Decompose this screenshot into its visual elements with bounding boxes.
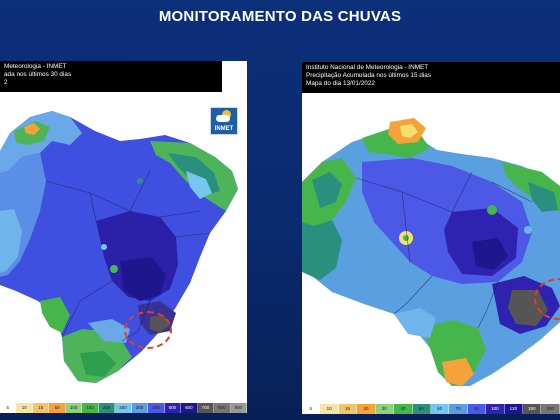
left-legend-tick: 500 xyxy=(164,403,182,413)
inmet-logo: INMET xyxy=(210,107,238,135)
left-legend-tick: 700 xyxy=(197,403,215,413)
left-legend-tick: 10 xyxy=(16,403,33,413)
right-legend-tick: 70 xyxy=(449,404,468,414)
right-brazil-map xyxy=(302,62,560,414)
left-brazil-map xyxy=(0,61,247,413)
right-map-header: Instituto Nacional de Meteorologia - INM… xyxy=(302,62,560,93)
right-legend-tick: 60 xyxy=(430,404,450,414)
inmet-logo-text: INMET xyxy=(214,126,234,132)
left-legend-tick: 100 xyxy=(65,403,83,413)
left-legend-tick: 15 xyxy=(32,403,50,413)
left-legend-tick: 200 xyxy=(98,403,116,413)
right-legend-bar: 5 10 15 20 30 40 50 60 70 80 100 120 150 200 xyxy=(302,404,560,414)
right-legend-tick: 40 xyxy=(394,404,413,414)
right-legend-tick: 15 xyxy=(338,404,358,414)
right-legend-tick: 10 xyxy=(320,404,339,414)
right-legend-tick: 5 xyxy=(302,404,321,414)
right-precipitation-map: Instituto Nacional de Meteorologia - INM… xyxy=(302,62,560,414)
cloud-icon xyxy=(216,115,230,122)
left-legend-tick: 400 xyxy=(148,403,165,413)
left-header-line-3: 2 xyxy=(4,79,8,86)
left-legend-tick: 300 xyxy=(131,403,149,413)
right-header-line-2: Precipitação Acumulada nos últimos 15 di… xyxy=(306,72,432,79)
left-header-line-1: Meteorologia - INMET xyxy=(4,63,67,70)
right-legend-tick: 50 xyxy=(412,404,431,414)
right-legend-tick: 100 xyxy=(486,404,505,414)
right-header-line-1: Instituto Nacional de Meteorologia - INM… xyxy=(306,64,429,71)
slide-title: MONITORAMENTO DAS CHUVAS xyxy=(158,8,402,25)
right-legend-tick: 150 xyxy=(523,404,542,414)
left-map-header: Meteorologia - INMET ada nos últimos 30 … xyxy=(0,61,222,92)
left-legend-tick: 600 xyxy=(181,403,198,413)
left-precipitation-map: Meteorologia - INMET ada nos últimos 30 … xyxy=(0,61,247,413)
left-legend-tick: 800 xyxy=(214,403,231,413)
right-legend-tick: 20 xyxy=(357,404,376,414)
left-legend-bar: 5 10 15 50 100 150 200 250 300 400 500 600 700 800 900 xyxy=(0,403,247,413)
right-legend-tick: 80 xyxy=(467,404,487,414)
left-legend-tick: 150 xyxy=(82,403,99,413)
left-legend-tick: 250 xyxy=(115,403,132,413)
left-header-line-2: ada nos últimos 30 dias xyxy=(4,71,72,78)
left-legend-tick: 5 xyxy=(0,403,17,413)
left-highlight-circle xyxy=(124,311,172,349)
sun-icon xyxy=(222,110,231,119)
left-legend-tick: 900 xyxy=(230,403,247,413)
right-header-line-3: Mapa do dia 13/01/2022 xyxy=(306,80,375,87)
right-legend-tick: 120 xyxy=(504,404,524,414)
left-legend-tick: 50 xyxy=(49,403,66,413)
right-legend-tick: 30 xyxy=(375,404,395,414)
right-legend-tick: 200 xyxy=(541,404,560,414)
